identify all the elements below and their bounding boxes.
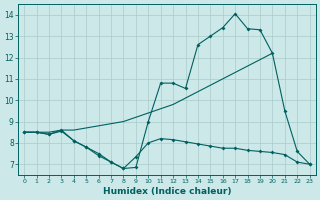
X-axis label: Humidex (Indice chaleur): Humidex (Indice chaleur) — [103, 187, 231, 196]
